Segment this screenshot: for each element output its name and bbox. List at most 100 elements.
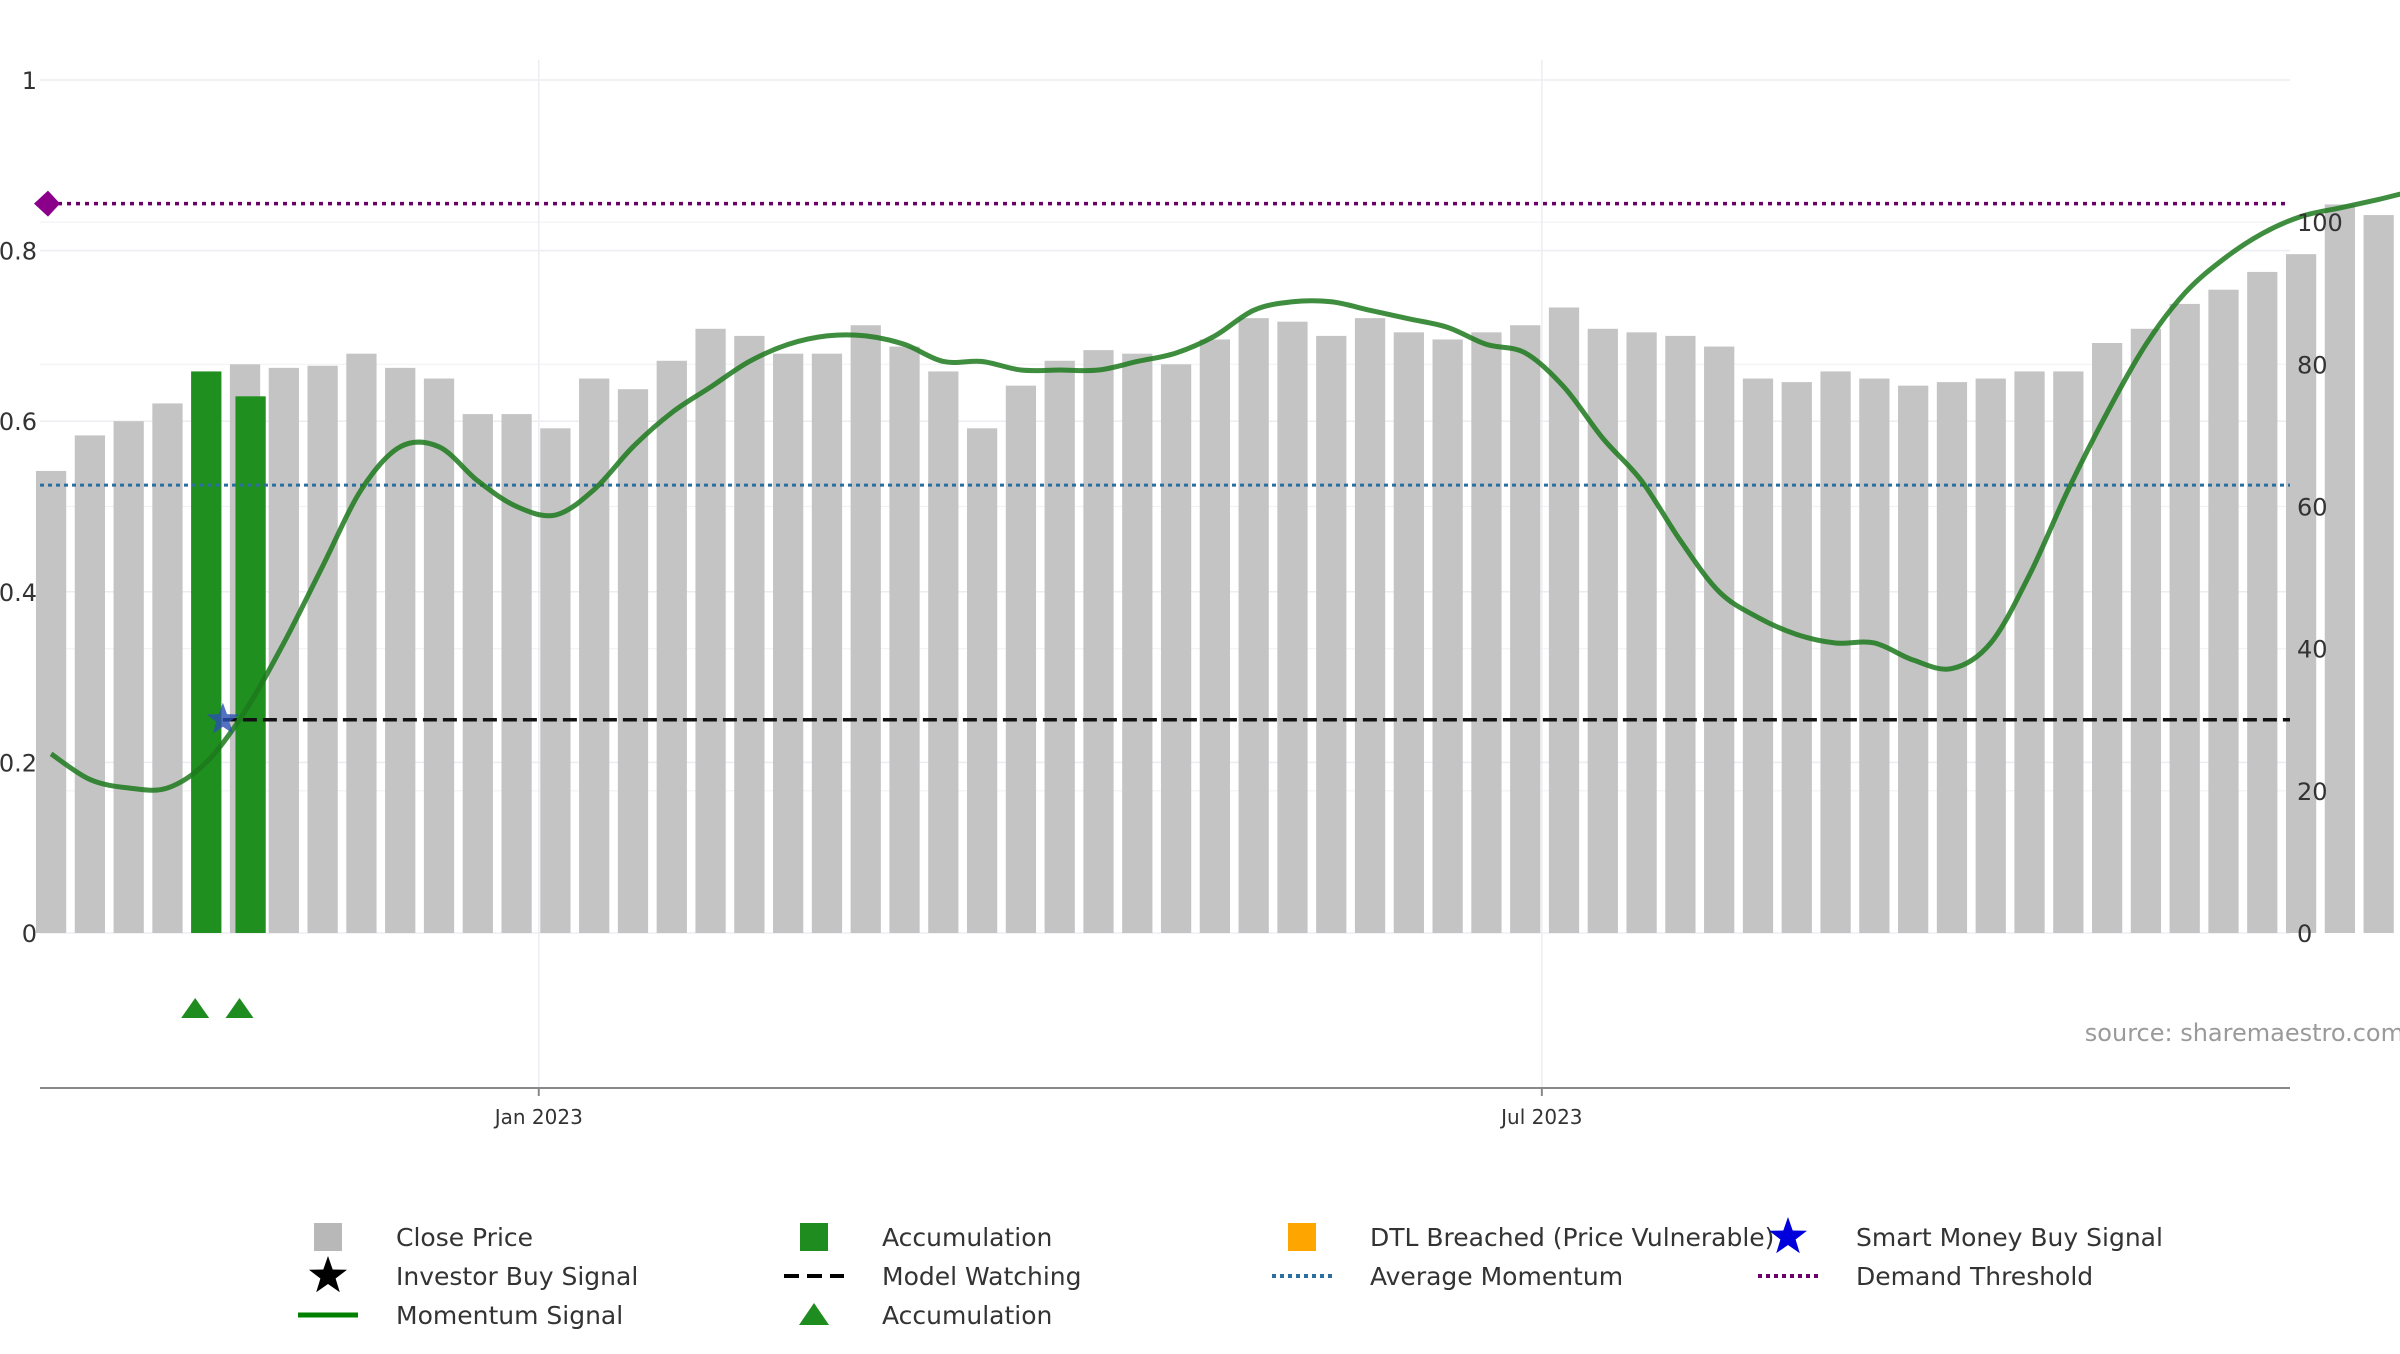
- close-price-bar: [2208, 289, 2239, 934]
- legend-swatch-square: [1288, 1223, 1316, 1251]
- y-right-tick-label: 40: [2297, 636, 2328, 664]
- close-price-bar: [540, 428, 571, 933]
- close-price-bar: [656, 360, 687, 933]
- legend-item: Momentum Signal: [298, 1301, 623, 1330]
- close-price-bar: [2285, 254, 2317, 933]
- tick-labels: 0 0.2 0.4 0.6 0.8 1 0 20 40 60 80 100 Jan 2023 Jul 20…: [0, 67, 2343, 1129]
- close-price-bar: [579, 378, 610, 933]
- close-price-bar: [1432, 339, 1463, 933]
- accumulation-bar: [191, 371, 222, 934]
- y-right-tick-label: 0: [2297, 920, 2312, 948]
- close-price-bar: [966, 428, 998, 933]
- close-price-bar: [1742, 378, 1774, 933]
- legend-item: Smart Money Buy Signal: [1769, 1217, 2163, 1254]
- close-price-bar: [2130, 328, 2162, 934]
- legend-label: Demand Threshold: [1856, 1262, 2093, 1291]
- close-price-bar: [2014, 371, 2045, 934]
- legend-swatch-star: [309, 1256, 347, 1293]
- close-price-bar: [1704, 346, 1735, 933]
- legend-item: Average Momentum: [1272, 1262, 1623, 1291]
- legend-item: Investor Buy Signal: [309, 1256, 638, 1293]
- close-price-bar: [501, 414, 532, 933]
- close-price-bar: [307, 365, 338, 933]
- momentum-signal-line: [49, 191, 2400, 793]
- legend-swatch-star: [1769, 1217, 1807, 1254]
- legend-swatch-square: [800, 1223, 828, 1251]
- close-price-bar: [1820, 371, 1851, 934]
- legend-item: Demand Threshold: [1758, 1262, 2093, 1291]
- legend-item: Model Watching: [784, 1262, 1082, 1291]
- close-price-bar: [2247, 271, 2278, 933]
- close-price-bar: [1587, 328, 1618, 934]
- close-price-bar: [1083, 350, 1114, 933]
- close-price-bar: [889, 346, 920, 933]
- close-price-bars: [35, 204, 2394, 934]
- close-price-bar: [1044, 360, 1075, 933]
- close-price-bar: [1781, 382, 1812, 934]
- legend-label: Average Momentum: [1370, 1262, 1623, 1291]
- close-price-bar: [2091, 343, 2123, 934]
- accumulation-bar: [235, 396, 266, 934]
- axes: [40, 1087, 2290, 1096]
- close-price-bar: [1548, 307, 1580, 933]
- close-price-bar: [113, 421, 144, 933]
- y-right-tick-label: 80: [2297, 351, 2328, 379]
- source-annotation: source: sharemaestro.com: [2085, 1019, 2400, 1047]
- legend-label: Model Watching: [882, 1262, 1082, 1291]
- close-price-bar: [1160, 364, 1192, 933]
- close-price-bar: [1277, 321, 1308, 933]
- legend-label: Smart Money Buy Signal: [1856, 1223, 2163, 1252]
- close-price-bar: [1665, 335, 1696, 933]
- legend-swatch-triangle: [799, 1303, 829, 1325]
- legend-item: Accumulation: [800, 1223, 1052, 1252]
- close-price-bar: [1471, 332, 1502, 933]
- close-price-bar: [695, 328, 726, 934]
- close-price-bar: [1199, 339, 1231, 933]
- close-price-bar: [1122, 353, 1153, 933]
- close-price-bar: [1510, 325, 1541, 933]
- legend-swatch-square: [314, 1223, 342, 1251]
- y-left-tick-label: 1: [22, 67, 37, 95]
- close-price-bar: [462, 414, 493, 933]
- accumulation-triangle: [225, 998, 254, 1018]
- legend-label: DTL Breached (Price Vulnerable): [1370, 1223, 1774, 1252]
- legend-label: Accumulation: [882, 1301, 1052, 1330]
- close-price-bar: [346, 353, 377, 933]
- legend-label: Momentum Signal: [396, 1301, 623, 1330]
- close-price-bar: [152, 403, 183, 933]
- signal-lines: [34, 190, 2400, 1018]
- legend-label: Investor Buy Signal: [396, 1262, 638, 1291]
- close-price-bar: [734, 335, 765, 933]
- close-price-bar: [1936, 382, 1968, 934]
- close-price-bar: [811, 353, 843, 933]
- y-left-tick-label: 0.6: [0, 408, 37, 436]
- demand-threshold-marker: [34, 190, 60, 217]
- accumulation-triangle: [181, 998, 210, 1018]
- y-right-tick-label: 60: [2297, 494, 2328, 522]
- close-price-bar: [74, 435, 106, 933]
- close-price-bar: [1354, 318, 1386, 934]
- close-price-bar: [928, 371, 959, 934]
- y-left-tick-label: 0: [22, 920, 37, 948]
- close-price-bar: [850, 325, 881, 933]
- smart-money-buy-star: [206, 702, 239, 734]
- y-left-tick-label: 0.2: [0, 749, 37, 777]
- close-price-bar: [2053, 371, 2084, 934]
- y-right-tick-label: 20: [2297, 778, 2328, 806]
- close-price-bar: [268, 367, 299, 933]
- x-tick-label: Jul 2023: [1499, 1105, 1582, 1129]
- close-price-bar: [1005, 385, 1037, 933]
- x-tick-label: Jan 2023: [493, 1105, 583, 1129]
- close-price-bar: [1626, 332, 1657, 933]
- legend-label: Close Price: [396, 1223, 533, 1252]
- close-price-bar: [1316, 335, 1347, 933]
- close-price-bar: [773, 353, 804, 933]
- close-price-bar: [1238, 318, 1269, 934]
- close-price-bar: [1859, 378, 1890, 933]
- y-left-tick-label: 0.8: [0, 238, 37, 266]
- close-price-bar: [617, 389, 649, 933]
- legend-label: Accumulation: [882, 1223, 1052, 1252]
- close-price-bar: [2363, 215, 2394, 933]
